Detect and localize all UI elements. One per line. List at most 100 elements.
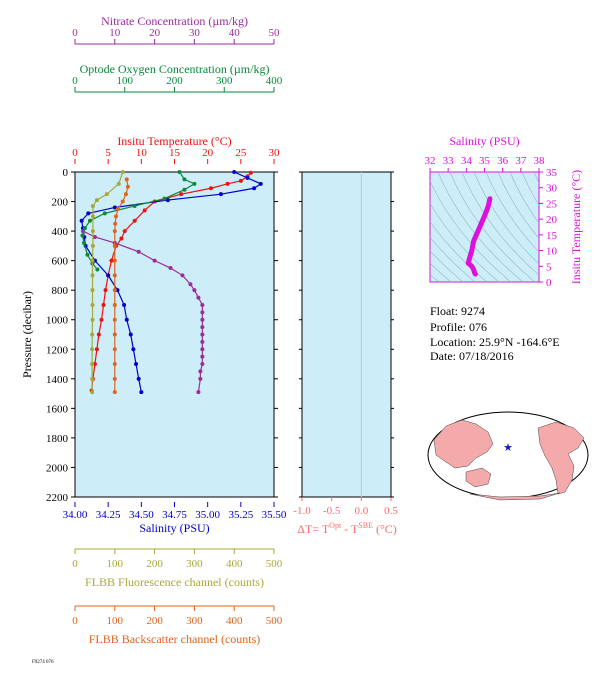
ts-isoline <box>485 172 539 253</box>
ts-temp-tick-label: 30 <box>546 183 558 195</box>
delta-t-tick-label: -1.0 <box>293 505 311 517</box>
nitrate-point <box>198 369 203 374</box>
nitrate-tick-label: 20 <box>149 27 161 39</box>
nitrate-point <box>200 317 205 322</box>
fluorescence-point <box>90 288 95 293</box>
temperature-point <box>208 186 213 191</box>
pressure-tick-label: 2000 <box>46 462 69 474</box>
pressure-tick-label: 1200 <box>46 344 69 356</box>
ts-isoline <box>430 250 464 282</box>
backscatter-tick-label: 200 <box>146 615 163 627</box>
oxygen-point <box>102 211 107 216</box>
nitrate-point <box>188 282 193 287</box>
temperature-tick-label: 20 <box>202 147 214 159</box>
salinity-point <box>122 302 127 307</box>
salinity-point <box>79 218 84 223</box>
nitrate-point <box>196 390 201 395</box>
fluorescence-point <box>90 229 95 234</box>
nitrate-profile-line <box>82 230 203 393</box>
fluorescence-point <box>94 198 99 203</box>
backscatter-point <box>112 273 117 278</box>
temperature-tick-label: 30 <box>269 147 281 159</box>
fluorescence-point <box>90 302 95 307</box>
date-value: 07/18/2016 <box>459 349 514 363</box>
ts-temp-tick-label: 20 <box>546 214 558 226</box>
oxygen-point <box>81 240 86 245</box>
backscatter-point <box>112 376 117 381</box>
temperature-tick-label: 0 <box>72 147 78 159</box>
backscatter-tick-label: 400 <box>226 615 243 627</box>
backscatter-point <box>112 362 117 367</box>
backscatter-tick-label: 0 <box>72 615 78 627</box>
ts-salinity-tick-label: 36 <box>497 155 509 167</box>
fluorescence-tick-label: 200 <box>146 558 163 570</box>
nitrate-point <box>200 302 205 307</box>
temperature-point <box>238 178 243 183</box>
fluorescence-point <box>90 332 95 337</box>
pressure-tick-label: 1000 <box>46 315 69 327</box>
ts-isoline <box>521 172 539 206</box>
profile-value: 076 <box>469 320 487 334</box>
ts-salinity-axis-label: Salinity (PSU) <box>449 134 519 148</box>
fluorescence-axis-label: FLBB Fluorescence channel (counts) <box>85 575 264 589</box>
fluorescence-tick-label: 0 <box>72 558 78 570</box>
backscatter-tick-label: 500 <box>266 615 283 627</box>
temperature-point <box>94 347 99 352</box>
salinity-point <box>252 186 257 191</box>
ts-salinity-tick-label: 38 <box>534 155 546 167</box>
ts-isoline <box>430 236 476 282</box>
delta-t-tick-label: 0.5 <box>384 505 398 517</box>
ts-salinity-tick-label: 33 <box>443 155 455 167</box>
nitrate-point <box>168 266 173 271</box>
fluorescence-point <box>90 362 95 367</box>
backscatter-point <box>113 221 118 226</box>
pressure-tick-label: 0 <box>63 167 69 179</box>
salinity-tick-label: 34.50 <box>129 509 154 521</box>
backscatter-axis-label: FLBB Backscatter channel (counts) <box>89 632 261 646</box>
pressure-tick-label: 600 <box>52 256 69 268</box>
ts-isoline <box>430 180 512 282</box>
fluorescence-point <box>90 390 95 395</box>
salinity-tick-label: 35.00 <box>195 509 220 521</box>
backscatter-point <box>112 390 117 395</box>
oxygen-point <box>95 267 100 272</box>
fluorescence-point <box>90 203 95 208</box>
pressure-tick-label: 2200 <box>46 492 69 504</box>
ts-salinity-tick-label: 34 <box>461 155 473 167</box>
delta-t-label-part: (°C) <box>373 522 397 536</box>
salinity-point <box>232 170 237 174</box>
temperature-point <box>101 302 106 307</box>
temperature-point <box>179 192 184 197</box>
nitrate-tick-label: 40 <box>229 27 241 39</box>
ts-isoline <box>497 172 539 239</box>
salinity-tick-label: 35.25 <box>228 509 253 521</box>
backscatter-point <box>113 214 118 219</box>
ts-temp-axis-label: Insitu Temperature (°C) <box>569 170 583 284</box>
temperature-point <box>99 317 104 322</box>
salinity-point <box>134 362 139 367</box>
float-info-profile: Profile: 076 <box>430 320 487 335</box>
backscatter-point <box>124 177 129 182</box>
temperature-profile-line <box>90 172 252 391</box>
fluorescence-point <box>90 317 95 322</box>
oxygen-tick-label: 300 <box>216 75 233 87</box>
temperature-point <box>96 332 101 337</box>
nitrate-point <box>200 339 205 344</box>
nitrate-point <box>92 235 97 239</box>
temperature-tick-label: 25 <box>235 147 247 159</box>
salinity-axis-label: Salinity (PSU) <box>139 521 209 535</box>
fluorescence-point <box>90 273 95 278</box>
backscatter-point <box>112 288 117 293</box>
salinity-point <box>136 376 141 381</box>
ts-curve <box>465 196 493 277</box>
backscatter-point <box>123 192 128 197</box>
oxygen-tick-label: 100 <box>117 75 134 87</box>
oxygen-tick-label: 200 <box>166 75 183 87</box>
temperature-point <box>92 362 97 367</box>
oxygen-point <box>177 170 182 174</box>
ts-salinity-tick-label: 37 <box>515 155 527 167</box>
delta-t-axis-label: ΔT= TOpt - TSBE (°C) <box>297 521 397 536</box>
ts-isoline <box>461 172 539 276</box>
oxygen-point <box>85 252 90 257</box>
location-value: 25.9°N -164.6°E <box>478 335 560 349</box>
